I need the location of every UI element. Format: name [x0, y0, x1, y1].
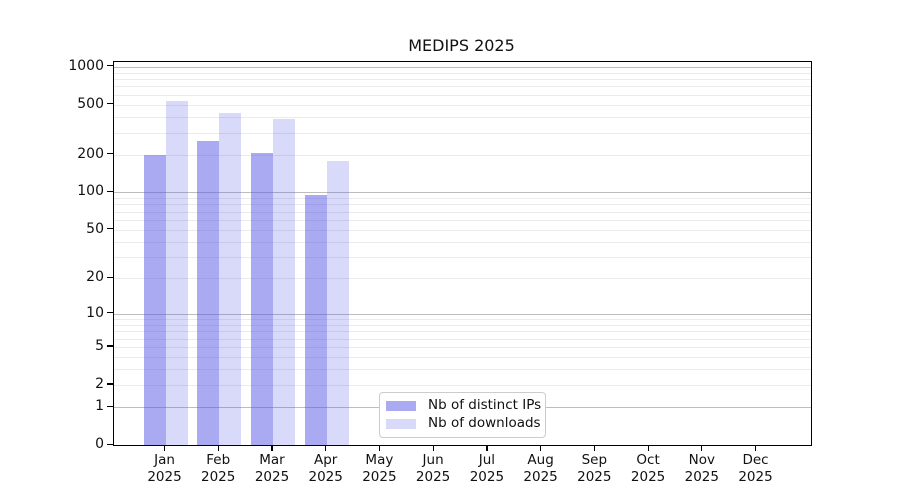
y-tick-mark	[107, 276, 113, 279]
y-tick-label: 5	[95, 337, 104, 354]
gridline-major	[114, 66, 811, 68]
x-tick-label-jan: Jan 2025	[147, 452, 182, 485]
y-tick-label: 20	[86, 269, 104, 286]
x-tick-label-mar: Mar 2025	[254, 452, 290, 485]
y-tick-label: 10	[86, 304, 104, 321]
x-tick-label-dec: Dec 2025	[738, 452, 773, 485]
x-tick-mark	[378, 445, 381, 451]
y-tick-mark	[107, 312, 113, 314]
gridline-minor	[114, 257, 811, 258]
legend: Nb of distinct IPs Nb of downloads	[379, 392, 546, 438]
x-tick-label-apr: Apr 2025	[308, 452, 343, 485]
legend-label-distinct-ips: Nb of distinct IPs	[428, 397, 542, 413]
bar-distinct-ips-jan	[143, 155, 166, 445]
x-tick-mark	[271, 445, 273, 451]
y-tick-label: 1	[95, 398, 104, 414]
gridline-minor	[114, 346, 811, 348]
y-tick-label: 50	[86, 220, 104, 237]
y-tick-label: 0	[95, 436, 104, 452]
x-tick-label-sep: Sep 2025	[577, 452, 612, 485]
y-tick-label: 2	[95, 375, 104, 392]
y-tick-mark	[107, 103, 113, 105]
legend-swatch-downloads	[386, 418, 416, 429]
x-tick-mark	[217, 445, 219, 451]
x-tick-mark	[701, 445, 703, 451]
gridline-minor	[114, 86, 811, 88]
legend-label-downloads: Nb of downloads	[428, 415, 541, 431]
y-tick-label: 1000	[68, 57, 104, 74]
x-tick-label-feb: Feb 2025	[201, 452, 236, 485]
x-tick-label-jun: Jun 2025	[415, 452, 451, 485]
x-tick-mark	[593, 445, 595, 451]
bar-downloads-apr	[326, 161, 349, 445]
y-tick-mark	[107, 65, 113, 67]
gridline-minor	[114, 154, 811, 156]
x-tick-label-nov: Nov 2025	[684, 452, 719, 485]
x-tick-label-oct: Oct 2025	[630, 452, 666, 485]
bar-downloads-jan	[165, 100, 188, 445]
x-tick-label-aug: Aug 2025	[523, 452, 558, 485]
bar-distinct-ips-apr	[304, 195, 327, 445]
x-tick-mark	[647, 445, 649, 451]
x-tick-mark	[163, 445, 166, 451]
legend-swatch-distinct-ips	[386, 400, 416, 411]
gridline-major	[114, 192, 811, 194]
gridline-minor	[114, 318, 811, 320]
y-tick-mark	[107, 405, 113, 407]
y-tick-mark	[107, 443, 113, 445]
y-tick-mark	[107, 190, 113, 193]
gridline-minor	[114, 369, 811, 371]
y-tick-label: 500	[77, 95, 104, 112]
gridline-minor	[114, 241, 811, 243]
gridline-minor	[114, 204, 811, 206]
gridline-minor	[114, 132, 811, 134]
bar-distinct-ips-mar	[251, 153, 273, 445]
gridline-minor	[114, 384, 811, 386]
gridline-minor	[114, 116, 811, 118]
gridline-minor	[114, 356, 811, 358]
x-tick-mark	[432, 445, 434, 451]
y-tick-label: 200	[77, 145, 104, 162]
y-tick-label: 100	[77, 183, 104, 200]
y-tick-mark	[107, 383, 113, 385]
y-tick-mark	[107, 345, 113, 347]
legend-item-distinct-ips: Nb of distinct IPs	[386, 397, 542, 413]
bar-downloads-mar	[273, 118, 295, 445]
x-tick-mark	[540, 445, 542, 451]
bar-distinct-ips-feb	[197, 140, 220, 445]
x-tick-label-jul: Jul 2025	[469, 452, 505, 485]
y-tick-mark	[107, 153, 113, 155]
chart-title: MEDIPS 2025	[408, 36, 515, 55]
x-tick-mark	[325, 445, 327, 451]
gridline-minor	[114, 278, 811, 280]
y-tick-mark	[107, 228, 113, 230]
gridline-minor	[114, 72, 811, 74]
plot-area	[113, 61, 812, 446]
gridline-minor	[114, 338, 811, 340]
gridline-minor	[114, 104, 811, 106]
x-tick-label-may: May 2025	[362, 452, 397, 485]
gridline-minor	[114, 229, 811, 231]
gridline-minor	[114, 94, 811, 96]
gridline-minor	[114, 198, 811, 199]
legend-item-downloads: Nb of downloads	[386, 415, 541, 431]
x-tick-mark	[486, 445, 488, 451]
gridline-minor	[114, 324, 811, 326]
bar-downloads-feb	[219, 113, 242, 445]
gridline-minor	[114, 211, 811, 213]
gridline-minor	[114, 78, 811, 80]
gridline-minor	[114, 331, 811, 333]
gridline-minor	[114, 219, 811, 221]
x-tick-mark	[754, 445, 757, 451]
gridline-major	[114, 313, 811, 315]
